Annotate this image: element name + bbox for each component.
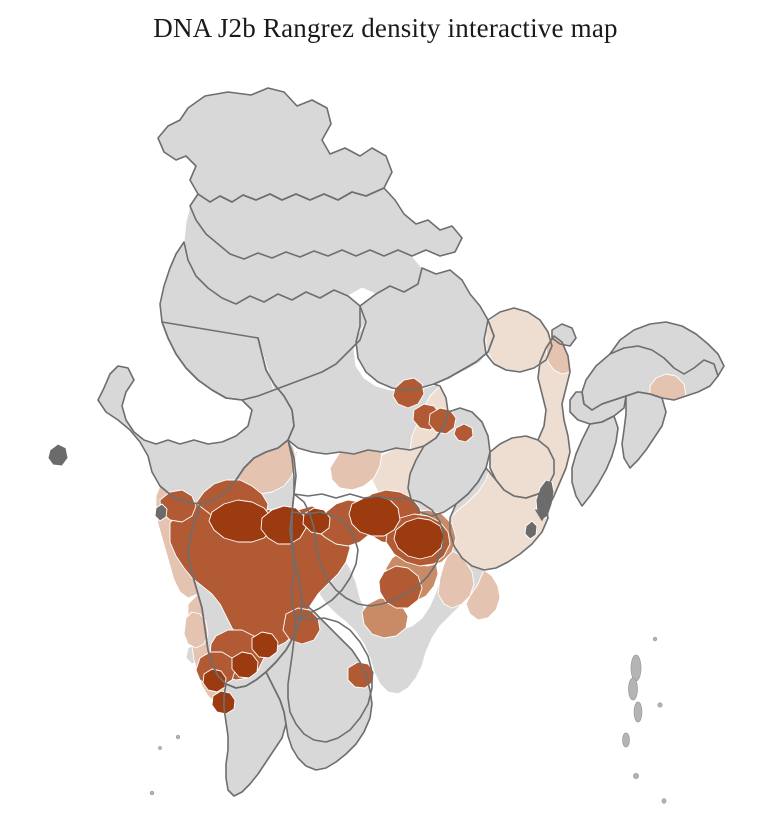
- region-daman-dark[interactable]: [155, 504, 167, 521]
- region-kolkata-dark[interactable]: [536, 480, 554, 520]
- state-border-manipur-nagaland: [622, 392, 666, 468]
- map-layer-special-dark: [48, 444, 554, 539]
- region-mp-strip-high-3[interactable]: [429, 408, 456, 434]
- island-car-nicobar[interactable]: [633, 773, 639, 779]
- state-border-tripura-mizoram: [572, 416, 618, 506]
- island-lakshadweep-mid[interactable]: [158, 746, 162, 750]
- state-border-mp: [258, 320, 494, 454]
- page-title: DNA J2b Rangrez density interactive map: [153, 13, 618, 43]
- region-ap-coastal-low-2[interactable]: [466, 570, 500, 620]
- state-border-jharkhand: [490, 436, 554, 498]
- island-barren[interactable]: [657, 702, 663, 708]
- state-border-odisha: [450, 468, 548, 570]
- island-north-andaman[interactable]: [630, 654, 642, 682]
- region-aurangabad-veryhigh[interactable]: [261, 506, 306, 544]
- state-border-bihar: [484, 308, 552, 372]
- state-border-telangana: [292, 512, 358, 618]
- state-border-sikkim: [552, 324, 576, 346]
- island-narcondam[interactable]: [652, 636, 658, 642]
- state-border-kerala: [224, 672, 286, 796]
- region-beed-veryhigh[interactable]: [252, 632, 278, 658]
- region-chhattisgarh-south-high[interactable]: [379, 566, 422, 608]
- state-border-maharashtra-east: [294, 494, 444, 606]
- state-border-bengal: [536, 336, 570, 520]
- map-layer-state-boundaries: [98, 88, 724, 796]
- map-layer-level-1: [372, 308, 570, 570]
- island-lakshadweep-south[interactable]: [175, 734, 181, 740]
- island-lakshadweep-north[interactable]: [149, 790, 155, 796]
- map-layer-andaman-nicobar-islands[interactable]: [149, 636, 667, 814]
- island-teressa[interactable]: [661, 798, 667, 804]
- region-coastal-dark[interactable]: [525, 521, 537, 539]
- state-border-ap: [288, 618, 372, 742]
- india-choropleth-map[interactable]: [0, 48, 771, 814]
- state-border-arunachal: [610, 322, 724, 376]
- island-south-andaman[interactable]: [633, 701, 643, 723]
- region-chhattisgarh-veryhigh[interactable]: [394, 518, 444, 559]
- region-mp-strip-high-1[interactable]: [393, 378, 424, 408]
- region-mp-strip-high-4[interactable]: [454, 424, 473, 442]
- island-little-andaman[interactable]: [622, 732, 630, 748]
- island-middle-andaman[interactable]: [628, 677, 638, 701]
- state-border-tamilnadu: [266, 602, 372, 770]
- district-tripura-mizoram[interactable]: [572, 416, 618, 506]
- region-solapur-high[interactable]: [283, 608, 320, 644]
- region-sangli-veryhigh[interactable]: [232, 652, 258, 678]
- region-diu-dark[interactable]: [48, 444, 68, 466]
- state-border-himalaya: [190, 188, 462, 259]
